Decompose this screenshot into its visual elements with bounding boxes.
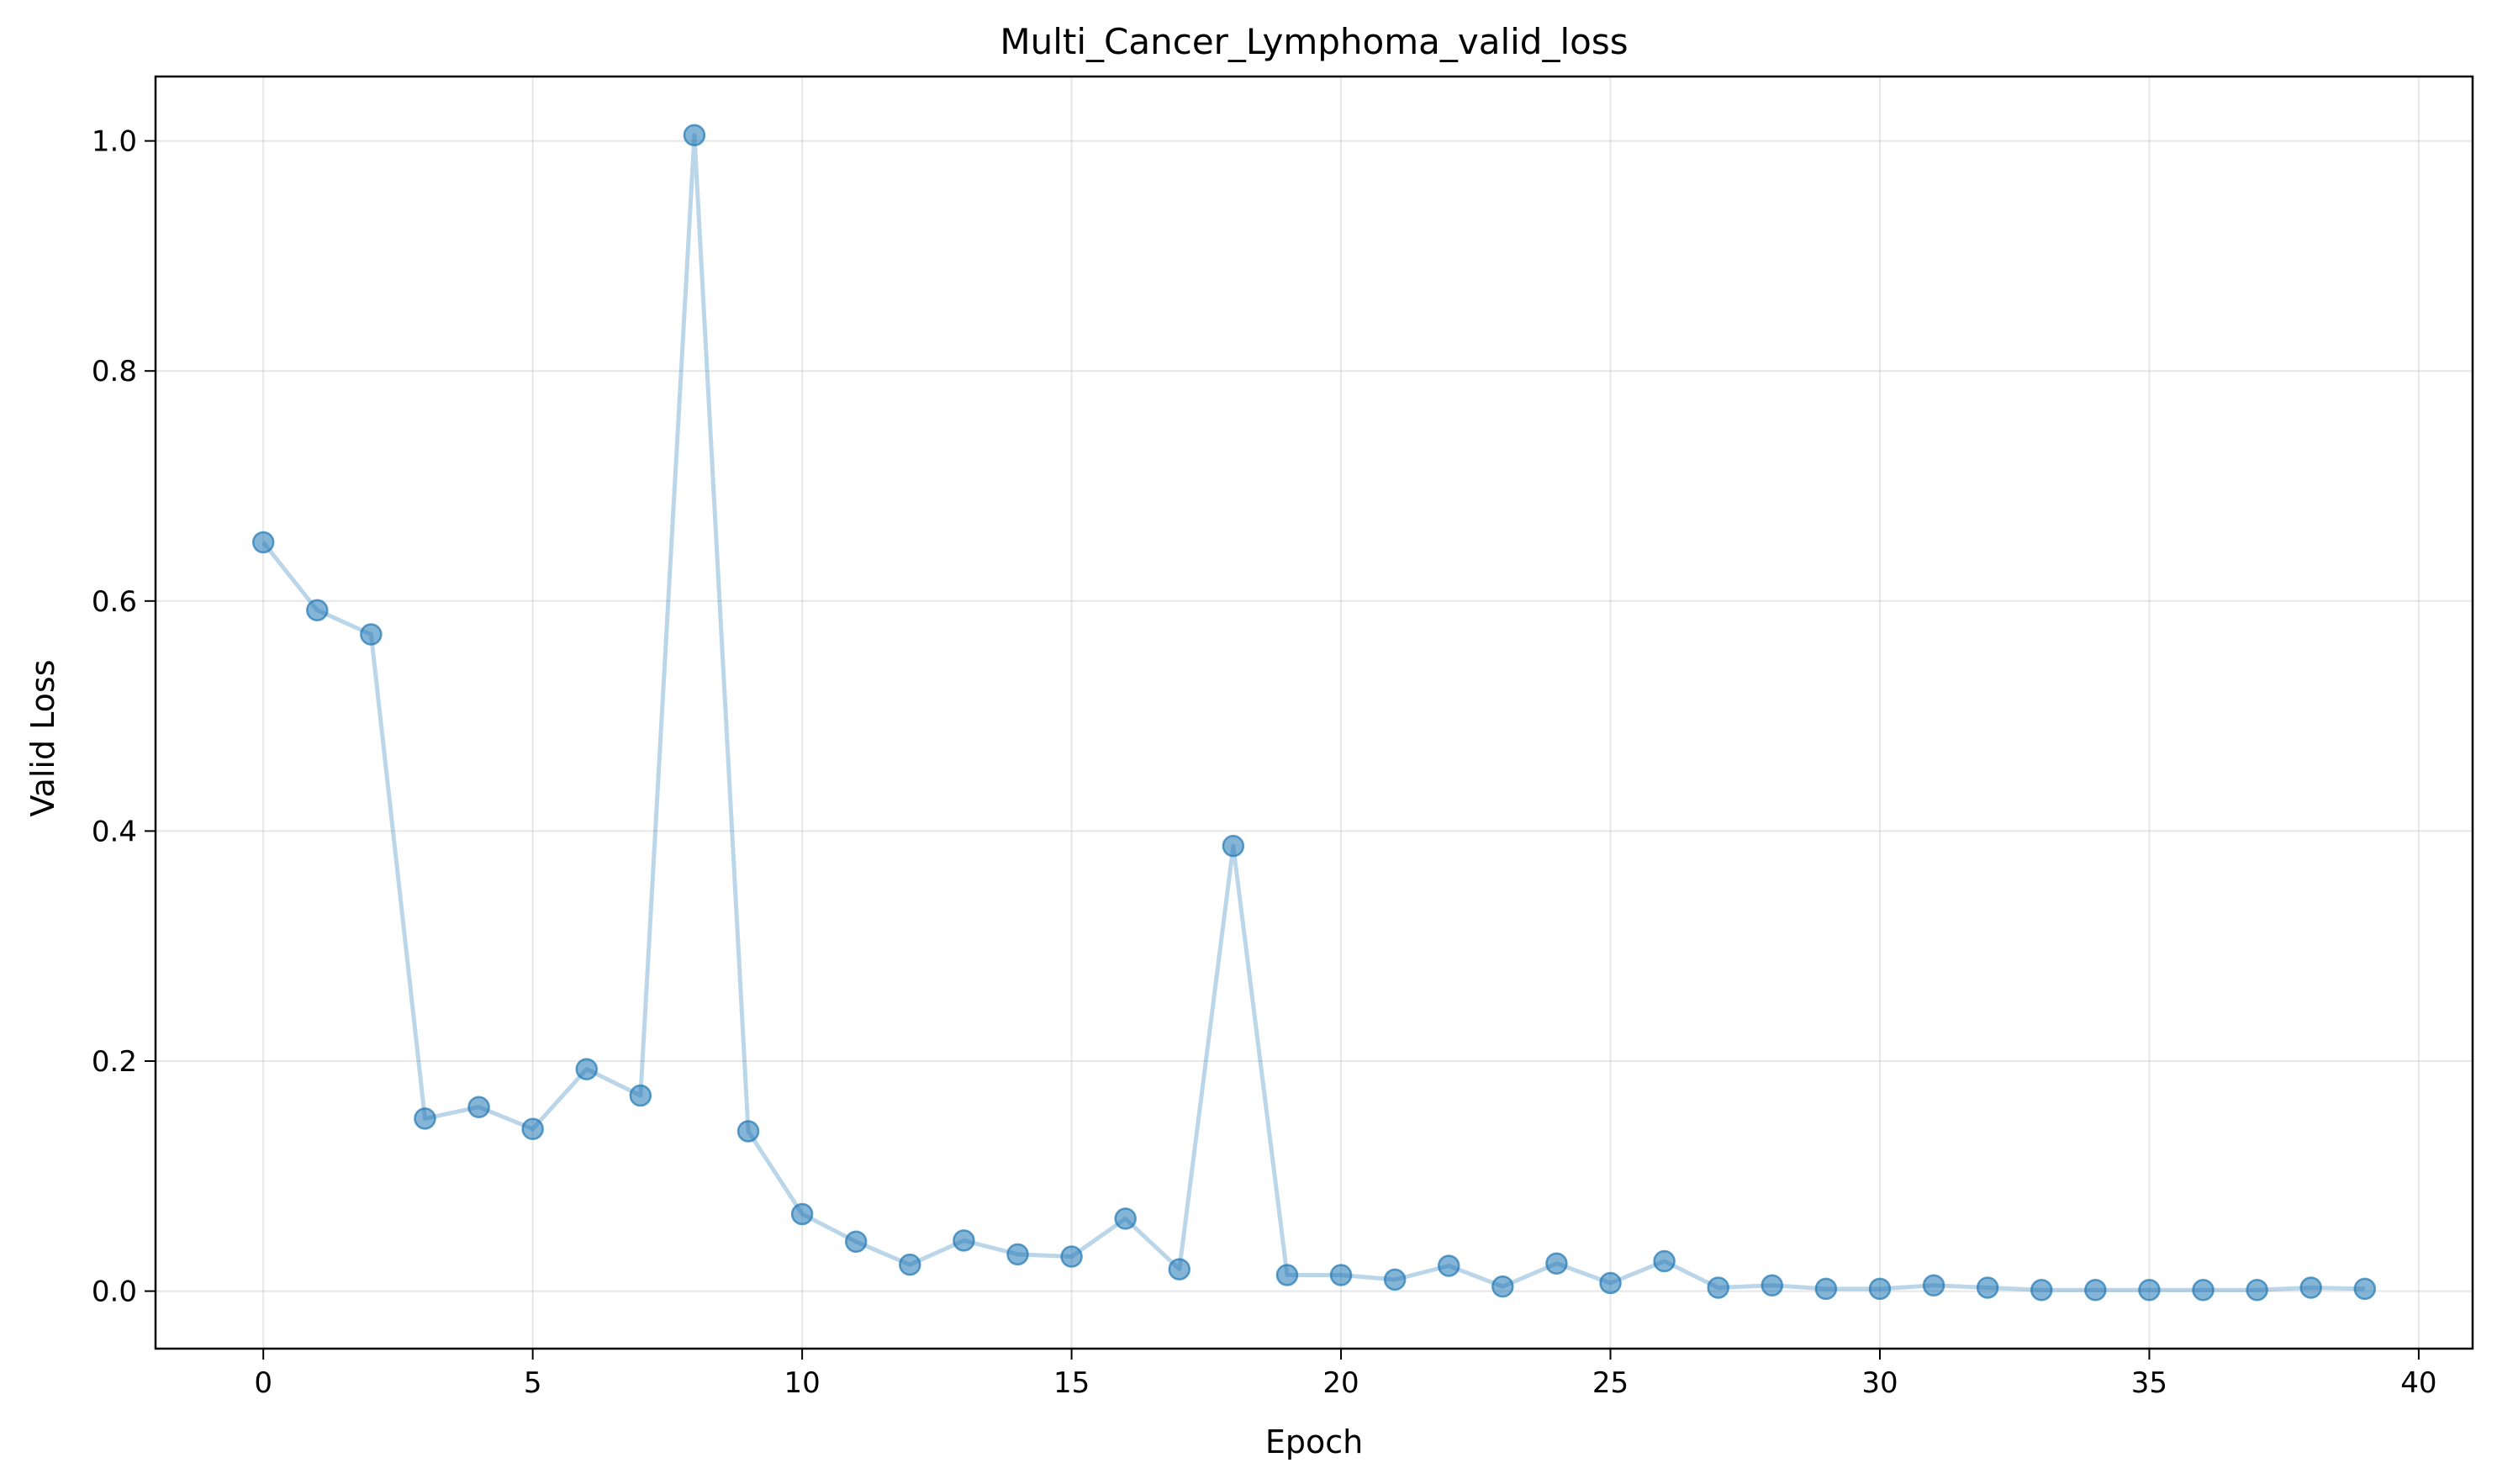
data-point [2192,1278,2215,1302]
data-point [1599,1271,1622,1295]
y-axis-ticks: 0.0 0.2 0.4 0.6 0.8 1.0 [92,125,156,1309]
data-point [2030,1278,2053,1302]
data-point [1491,1275,1514,1298]
x-axis-label: Epoch [1265,1423,1363,1460]
x-tick-label: 5 [524,1366,542,1400]
data-point [1222,834,1245,858]
x-tick-label: 25 [1592,1366,1629,1400]
x-axis-ticks: 0 5 10 15 20 25 30 35 40 [254,1349,2437,1400]
data-point [2138,1278,2161,1302]
data-point [629,1084,652,1107]
x-tick-label: 15 [1053,1366,1090,1400]
series-line-layer [261,133,2365,1292]
series-line [261,133,2365,1292]
data-point [1006,1243,1029,1266]
x-tick-label: 10 [784,1366,820,1400]
data-point [1114,1207,1137,1230]
data-point [2299,1276,2322,1299]
x-tick-label: 30 [1861,1366,1898,1400]
data-point [2084,1278,2107,1302]
data-point [1922,1274,1945,1297]
data-point [1168,1258,1191,1281]
data-point [1653,1249,1676,1273]
series-marker-layer [251,124,2377,1302]
data-point [2353,1277,2377,1301]
data-point [360,623,383,646]
data-point [414,1107,436,1130]
data-point [251,531,275,554]
data-point [2246,1278,2268,1302]
data-point [521,1117,544,1140]
data-point [1707,1276,1729,1299]
x-tick-label: 35 [2131,1366,2167,1400]
data-point [1383,1268,1407,1291]
data-point [683,124,706,147]
y-tick-label: 0.0 [92,1275,137,1309]
data-point [1814,1277,1838,1301]
data-point [790,1202,814,1226]
y-tick-label: 0.6 [92,585,137,619]
data-point [1329,1264,1353,1286]
y-tick-label: 0.4 [92,815,137,848]
data-point [736,1120,760,1143]
y-tick-label: 0.8 [92,355,137,388]
data-point [844,1230,868,1254]
y-tick-label: 0.2 [92,1045,137,1079]
data-point [953,1229,975,1252]
data-point [306,599,329,621]
data-point [1868,1277,1892,1301]
data-point [1275,1264,1299,1286]
plot-frame [154,75,2474,1350]
data-point [467,1096,490,1118]
y-tick-label: 1.0 [92,125,137,159]
data-point [1976,1276,1999,1299]
data-point [1437,1254,1460,1277]
x-tick-label: 20 [1322,1366,1359,1400]
data-point [1060,1245,1083,1268]
x-tick-label: 40 [2400,1366,2436,1400]
data-point [1761,1274,1784,1297]
data-point [575,1058,598,1080]
data-point [899,1253,921,1276]
chart-title: Multi_Cancer_Lymphoma_valid_loss [1000,21,1628,62]
x-tick-label: 0 [254,1366,272,1400]
y-axis-label: Valid Loss [24,660,61,817]
data-point [1545,1252,1568,1275]
